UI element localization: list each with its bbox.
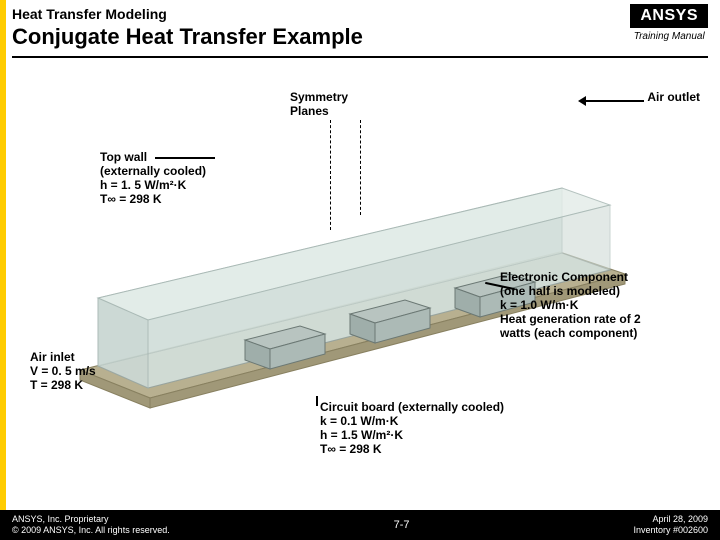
footer-left: ANSYS, Inc. Proprietary © 2009 ANSYS, In… bbox=[12, 514, 170, 536]
air-outlet-arrowhead bbox=[578, 96, 586, 106]
symmetry-planes-label: Symmetry Planes bbox=[290, 90, 348, 118]
title-divider bbox=[12, 56, 708, 58]
circuit-board-label: Circuit board (externally cooled) k = 0.… bbox=[320, 400, 504, 456]
sup-title: Heat Transfer Modeling bbox=[12, 6, 708, 22]
diagram-area: Symmetry Planes Air outlet Top wall (ext… bbox=[0, 70, 720, 510]
logo-area: ANSYS Training Manual bbox=[630, 4, 708, 42]
footer-right: April 28, 2009 Inventory #002600 bbox=[633, 514, 708, 536]
footer-inventory: Inventory #002600 bbox=[633, 525, 708, 536]
air-inlet-label: Air inlet V = 0. 5 m/s T = 298 K bbox=[30, 350, 96, 392]
footer-proprietary: ANSYS, Inc. Proprietary bbox=[12, 514, 170, 525]
main-title: Conjugate Heat Transfer Example bbox=[12, 24, 708, 50]
logo-subtitle: Training Manual bbox=[630, 31, 708, 42]
circuit-board-line-v bbox=[316, 396, 318, 406]
symmetry-line-2 bbox=[360, 120, 361, 215]
footer-page-number: 7-7 bbox=[394, 519, 410, 531]
top-wall-line bbox=[155, 157, 215, 159]
ansys-logo: ANSYS bbox=[630, 4, 708, 28]
symmetry-line-1 bbox=[330, 120, 331, 230]
air-outlet-arrow bbox=[584, 100, 644, 102]
electronic-component-label: Electronic Component (one half is modele… bbox=[500, 270, 700, 340]
footer: ANSYS, Inc. Proprietary © 2009 ANSYS, In… bbox=[0, 510, 720, 540]
header: Heat Transfer Modeling Conjugate Heat Tr… bbox=[0, 0, 720, 50]
footer-copyright: © 2009 ANSYS, Inc. All rights reserved. bbox=[12, 525, 170, 536]
footer-date: April 28, 2009 bbox=[633, 514, 708, 525]
air-outlet-label: Air outlet bbox=[647, 90, 700, 104]
